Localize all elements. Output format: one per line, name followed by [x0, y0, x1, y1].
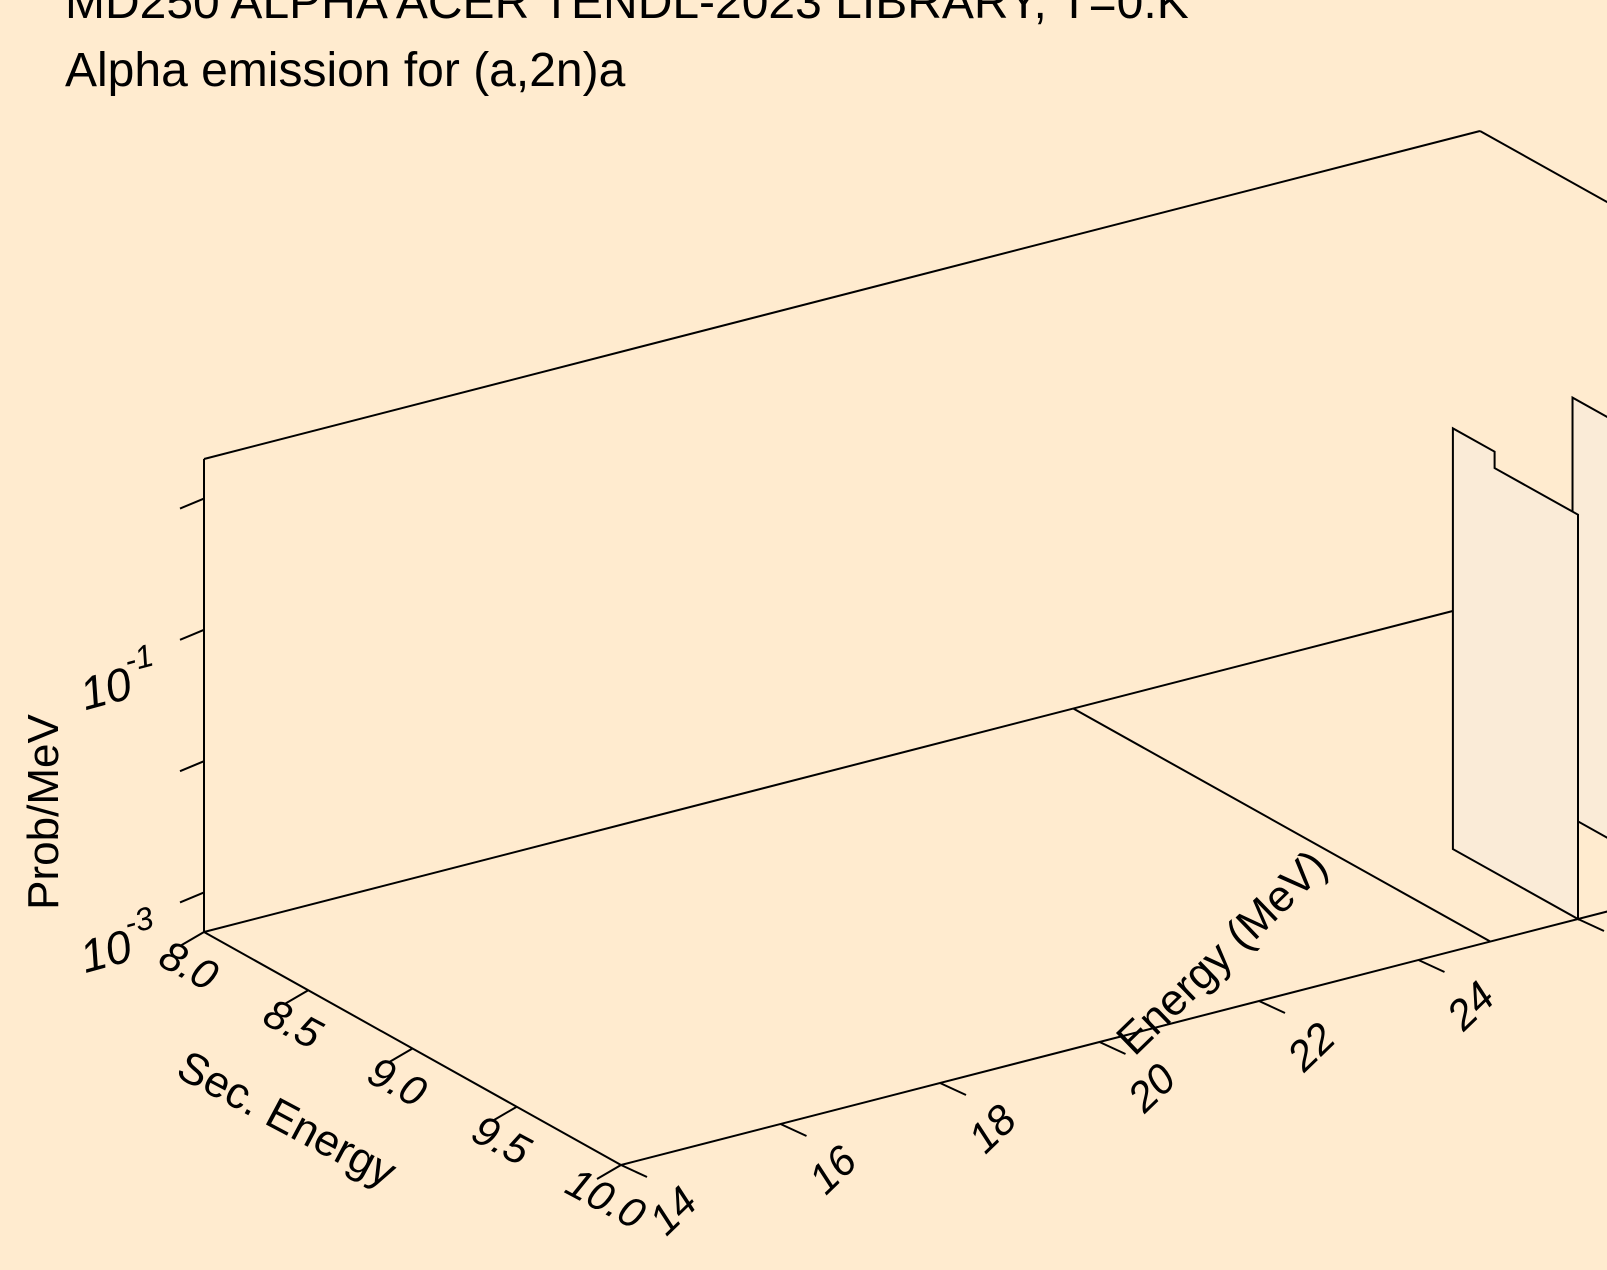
z-tick — [179, 891, 205, 904]
y-tick — [1577, 918, 1605, 932]
right-top-edge — [1479, 130, 1607, 204]
y-tick-label: 14 — [640, 1177, 706, 1243]
x-axis-label: Sec. Energy — [169, 1041, 404, 1197]
x-tick — [492, 1105, 518, 1122]
y-tick-label: 24 — [1437, 972, 1504, 1039]
y-tick-label: 22 — [1277, 1013, 1344, 1080]
z-axis-label: Prob/MeV — [19, 714, 68, 910]
spectrum-panel-26 — [1451, 426, 1579, 921]
y-tick — [1418, 959, 1445, 973]
y-tick — [939, 1082, 967, 1096]
z-minor-tick — [179, 497, 205, 510]
back-top-edge — [203, 130, 1481, 460]
x-tick-label: 9.0 — [360, 1047, 434, 1116]
x-tick — [596, 1164, 622, 1180]
z-tick — [179, 628, 205, 641]
spectrum-line-24.9 — [1072, 707, 1491, 943]
chart-title: MD250 ALPHA ACER TENDL-2023 LIBRARY, T=0… — [65, 0, 1189, 29]
spectra-group — [1072, 395, 1607, 943]
x-tick — [387, 1047, 414, 1064]
y-tick — [620, 1164, 648, 1178]
back-floor-edge — [203, 603, 1481, 933]
z-tick-label: 10-3 — [71, 899, 165, 982]
x-tick-label: 8.5 — [256, 989, 330, 1058]
x-tick-label: 9.5 — [465, 1105, 539, 1174]
y-tick — [780, 1123, 807, 1137]
z-minor-tick — [179, 760, 205, 773]
spectrum-panel-27.5 — [1571, 395, 1607, 839]
y-tick-label: 16 — [799, 1136, 866, 1203]
x-tick — [283, 989, 309, 1006]
y-tick-label: 20 — [1118, 1054, 1185, 1121]
chart-subtitle: Alpha emission for (a,2n)a — [65, 44, 626, 97]
z-tick-label: 10-1 — [71, 637, 165, 720]
y-tick — [1258, 1000, 1286, 1014]
y-tick-label: 26 — [1596, 931, 1607, 998]
axis-frame — [203, 130, 1607, 1166]
y-tick-label: 18 — [959, 1095, 1026, 1162]
y-tick — [1099, 1041, 1126, 1055]
x-tick-label: 10.0 — [559, 1158, 654, 1238]
x-tick — [179, 931, 205, 947]
x-tick-label: 8.0 — [152, 931, 226, 1000]
